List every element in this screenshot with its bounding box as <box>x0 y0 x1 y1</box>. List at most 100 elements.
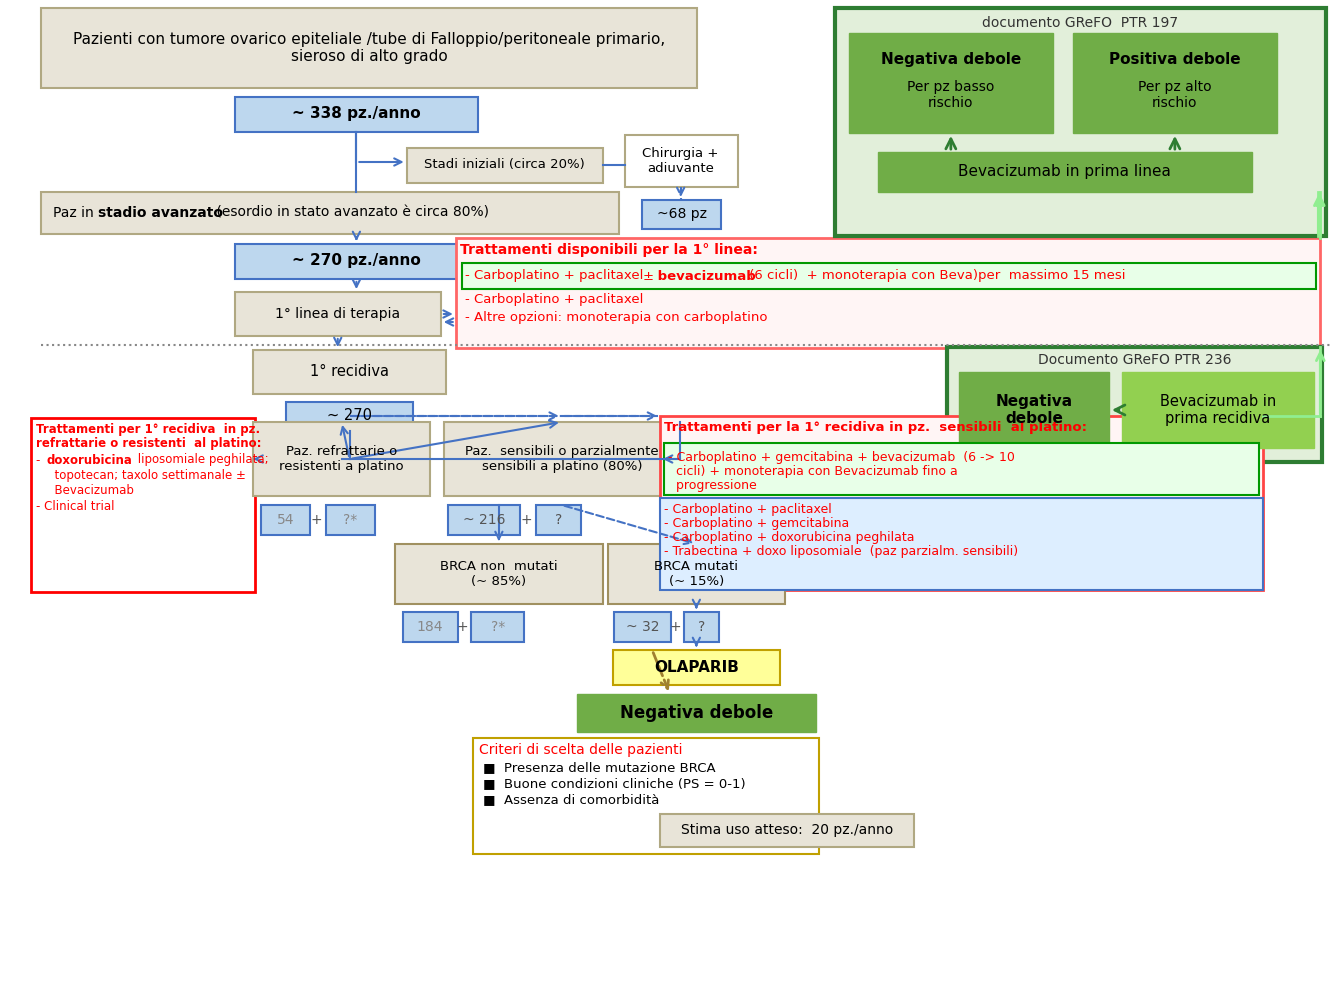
Bar <box>614 612 671 642</box>
Bar <box>608 544 785 604</box>
Text: - Carboplatino + paclitaxel: - Carboplatino + paclitaxel <box>465 269 648 282</box>
Bar <box>660 416 1263 590</box>
Text: +: + <box>670 620 682 634</box>
Text: Trattamenti per 1° recidiva  in pz.: Trattamenti per 1° recidiva in pz. <box>36 424 261 437</box>
Text: ~ 270 pz./anno: ~ 270 pz./anno <box>291 253 421 268</box>
Bar <box>448 505 520 535</box>
Text: ~ 216: ~ 216 <box>463 513 505 527</box>
Text: Bevacizumab in prima linea: Bevacizumab in prima linea <box>959 165 1171 179</box>
Text: (6 cicli)  + monoterapia con Beva)per  massimo 15 mesi: (6 cicli) + monoterapia con Beva)per mas… <box>745 269 1124 282</box>
Bar <box>624 135 738 187</box>
Text: ~ 338 pz./anno: ~ 338 pz./anno <box>291 107 421 122</box>
Bar <box>326 505 376 535</box>
Bar <box>234 97 479 132</box>
Bar <box>456 238 1321 348</box>
Bar <box>576 694 817 732</box>
Text: Bevacizumab: Bevacizumab <box>47 484 134 497</box>
Text: stadio avanzato: stadio avanzato <box>98 206 223 220</box>
Bar <box>683 612 719 642</box>
Bar <box>612 650 779 685</box>
Text: Per pz basso
rischio: Per pz basso rischio <box>908 80 995 110</box>
Text: +: + <box>310 513 322 527</box>
Text: Documento GReFO PTR 236: Documento GReFO PTR 236 <box>1038 353 1231 367</box>
Bar <box>536 505 582 535</box>
Text: Stima uso atteso:  20 pz./anno: Stima uso atteso: 20 pz./anno <box>681 823 893 837</box>
Bar <box>642 200 721 229</box>
Bar <box>473 738 820 854</box>
Bar <box>444 422 679 496</box>
Bar <box>461 263 1317 289</box>
Text: Paz. refrattarie o
resistenti a platino: Paz. refrattarie o resistenti a platino <box>279 445 404 473</box>
Text: ~ 270: ~ 270 <box>328 409 372 424</box>
Text: ?: ? <box>555 513 563 527</box>
Bar <box>31 418 255 592</box>
Text: Trattamenti per la 1° recidiva in pz.  sensibili  al platino:: Trattamenti per la 1° recidiva in pz. se… <box>664 421 1087 434</box>
Text: +: + <box>457 620 468 634</box>
Text: - Carboplatino + paclitaxel: - Carboplatino + paclitaxel <box>465 293 644 306</box>
Text: - Carboplatino + gemcitabina + bevacizumab  (6 -> 10: - Carboplatino + gemcitabina + bevacizum… <box>668 451 1015 464</box>
Text: BRCA non  mutati
(~ 85%): BRCA non mutati (~ 85%) <box>440 560 558 588</box>
Text: Positiva debole: Positiva debole <box>1110 53 1241 68</box>
Text: ~ 32: ~ 32 <box>626 620 659 634</box>
Bar <box>878 152 1251 192</box>
Bar <box>834 8 1326 236</box>
Text: ?*: ?* <box>491 620 505 634</box>
Bar <box>849 33 1054 133</box>
Bar <box>660 498 1263 590</box>
Text: -: - <box>36 454 44 467</box>
Text: - Altre opzioni: monoterapia con carboplatino: - Altre opzioni: monoterapia con carbopl… <box>465 311 767 324</box>
Bar <box>947 347 1322 462</box>
Text: Paz.  sensibili o parzialmente
sensibili a platino (80%): Paz. sensibili o parzialmente sensibili … <box>465 445 659 473</box>
Text: BRCA mutati
(~ 15%): BRCA mutati (~ 15%) <box>654 560 738 588</box>
Text: ?: ? <box>698 620 705 634</box>
Text: Bevacizumab in
prima recidiva: Bevacizumab in prima recidiva <box>1161 394 1277 426</box>
Text: 184: 184 <box>417 620 444 634</box>
Bar <box>234 244 479 279</box>
Text: Negativa
debole: Negativa debole <box>996 394 1072 426</box>
Text: 1° linea di terapia: 1° linea di terapia <box>275 307 400 321</box>
Text: liposomiale peghilata;: liposomiale peghilata; <box>134 454 269 467</box>
Text: topotecan; taxolo settimanale ±: topotecan; taxolo settimanale ± <box>47 469 246 482</box>
Text: cicli) + monoterapia con Bevacizumab fino a: cicli) + monoterapia con Bevacizumab fin… <box>668 465 957 478</box>
Bar <box>234 292 441 336</box>
Text: Negativa debole: Negativa debole <box>620 704 773 722</box>
Bar <box>286 402 413 431</box>
Text: ■  Presenza delle mutazione BRCA: ■ Presenza delle mutazione BRCA <box>483 762 715 775</box>
Bar <box>1072 33 1277 133</box>
Text: Chirurgia +
adiuvante: Chirurgia + adiuvante <box>643 147 719 175</box>
Bar <box>253 422 431 496</box>
Text: Paz in: Paz in <box>52 206 98 220</box>
Text: - Trabectina + doxo liposomiale  (paz parzialm. sensibili): - Trabectina + doxo liposomiale (paz par… <box>664 545 1017 558</box>
Bar <box>472 612 524 642</box>
Text: +: + <box>520 513 532 527</box>
Text: ±: ± <box>642 269 654 282</box>
Text: ■  Assenza di comorbidità: ■ Assenza di comorbidità <box>483 794 659 807</box>
Bar <box>261 505 310 535</box>
Text: - Carboplatino + gemcitabina: - Carboplatino + gemcitabina <box>664 517 849 530</box>
Text: Per pz alto
rischio: Per pz alto rischio <box>1138 80 1211 110</box>
Bar <box>959 372 1110 448</box>
Text: ?*: ?* <box>344 513 357 527</box>
Text: progressione: progressione <box>668 479 757 492</box>
Text: - Carboplatino + paclitaxel: - Carboplatino + paclitaxel <box>664 503 832 516</box>
Text: Pazienti con tumore ovarico epiteliale /tube di Falloppio/peritoneale primario,
: Pazienti con tumore ovarico epiteliale /… <box>74 32 666 64</box>
Text: Trattamenti disponibili per la 1° linea:: Trattamenti disponibili per la 1° linea: <box>460 243 758 257</box>
Text: - Carboplatino + doxorubicina peghilata: - Carboplatino + doxorubicina peghilata <box>664 531 915 544</box>
Bar <box>660 814 913 847</box>
Bar <box>664 443 1259 495</box>
Bar <box>41 8 698 88</box>
Text: Negativa debole: Negativa debole <box>881 53 1021 68</box>
Text: 1° recidiva: 1° recidiva <box>310 365 389 380</box>
Bar <box>406 148 603 183</box>
Bar <box>1122 372 1314 448</box>
Text: bevacizumab: bevacizumab <box>654 269 755 282</box>
Text: doxorubicina: doxorubicina <box>47 454 132 467</box>
Text: OLAPARIB: OLAPARIB <box>654 659 739 675</box>
Text: - Clinical trial: - Clinical trial <box>36 499 115 512</box>
Bar <box>253 350 445 394</box>
Bar <box>41 192 619 234</box>
Text: (esordio in stato avanzato è circa 80%): (esordio in stato avanzato è circa 80%) <box>213 206 489 220</box>
Text: Stadi iniziali (circa 20%): Stadi iniziali (circa 20%) <box>424 159 586 171</box>
Text: documento GReFO  PTR 197: documento GReFO PTR 197 <box>983 16 1179 30</box>
Text: ■  Buone condizioni cliniche (PS = 0-1): ■ Buone condizioni cliniche (PS = 0-1) <box>483 778 746 791</box>
